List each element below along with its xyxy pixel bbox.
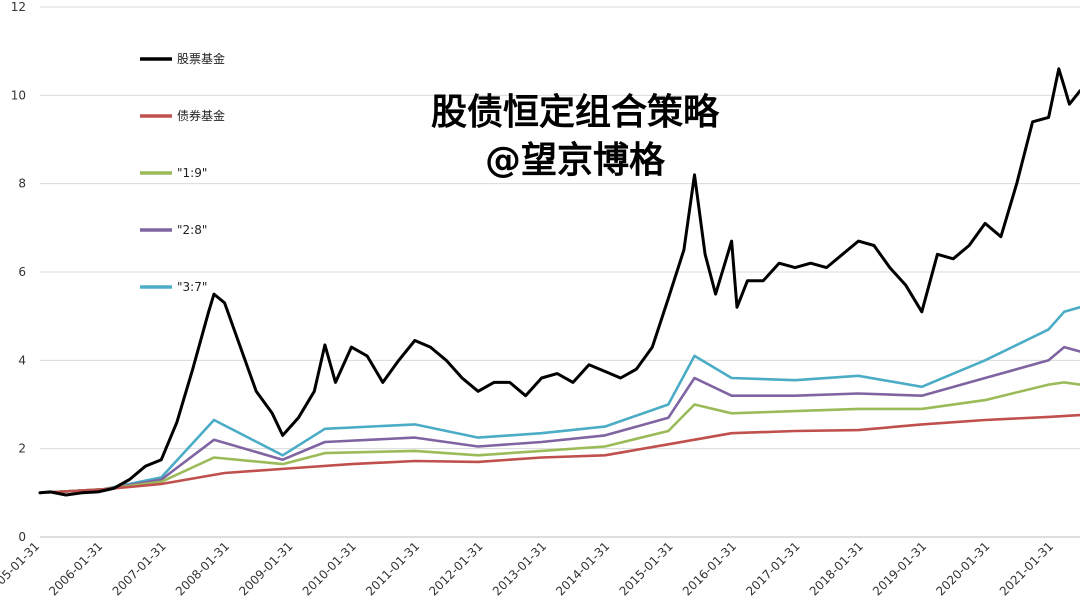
x-tick-label: 2012-01-31 [426,539,485,598]
x-tick-label: 2017-01-31 [743,539,802,598]
x-tick-label: 2010-01-31 [300,539,359,598]
legend-label: "1:9" [177,166,207,180]
y-tick-label: 12 [11,0,26,14]
x-tick-label: 2016-01-31 [680,539,739,598]
y-tick-label: 2 [18,442,26,456]
series-line [38,345,1080,495]
y-tick-label: 10 [11,88,26,102]
series-line [38,67,1080,497]
y-tick-label: 8 [18,177,26,191]
x-tick-label: 2005-01-31 [0,539,42,598]
x-tick-label: 2008-01-31 [173,539,232,598]
legend-label: "3:7" [177,280,207,294]
x-tick-label: 2019-01-31 [870,539,929,598]
y-tick-label: 6 [18,265,26,279]
x-tick-label: 2014-01-31 [553,539,612,598]
x-axis-ticks: 2005-01-31 2006-01-31 2007-01-31 2008-01-31… [0,539,1056,598]
chart-title: 股债恒定组合策略 [431,92,720,133]
x-tick-label: 2011-01-31 [363,539,422,598]
x-tick-label: 2013-01-31 [490,539,549,598]
series-line [38,413,1080,495]
legend-label: 债券基金 [177,108,225,123]
y-tick-label: 4 [18,353,26,367]
legend-label: "2:8" [177,223,207,237]
legend-label: 股票基金 [177,51,225,66]
x-tick-label: 2007-01-31 [110,539,169,598]
x-tick-label: 2018-01-31 [807,539,866,598]
y-tick-label: 0 [18,530,26,544]
series-lines [38,67,1080,497]
y-axis-ticks: 0 2 4 6 8 10 12 [11,0,26,544]
x-tick-label: 2020-01-31 [933,539,992,598]
x-tick-label: 2015-01-31 [617,539,676,598]
series-line [38,306,1080,495]
chart-subtitle: @望京博格 [485,139,666,181]
x-tick-label: 2009-01-31 [236,539,295,598]
series-line [38,381,1080,495]
x-tick-label: 2021-01-31 [997,539,1056,598]
x-tick-label: 2006-01-31 [46,539,105,598]
gridlines [40,6,1080,538]
